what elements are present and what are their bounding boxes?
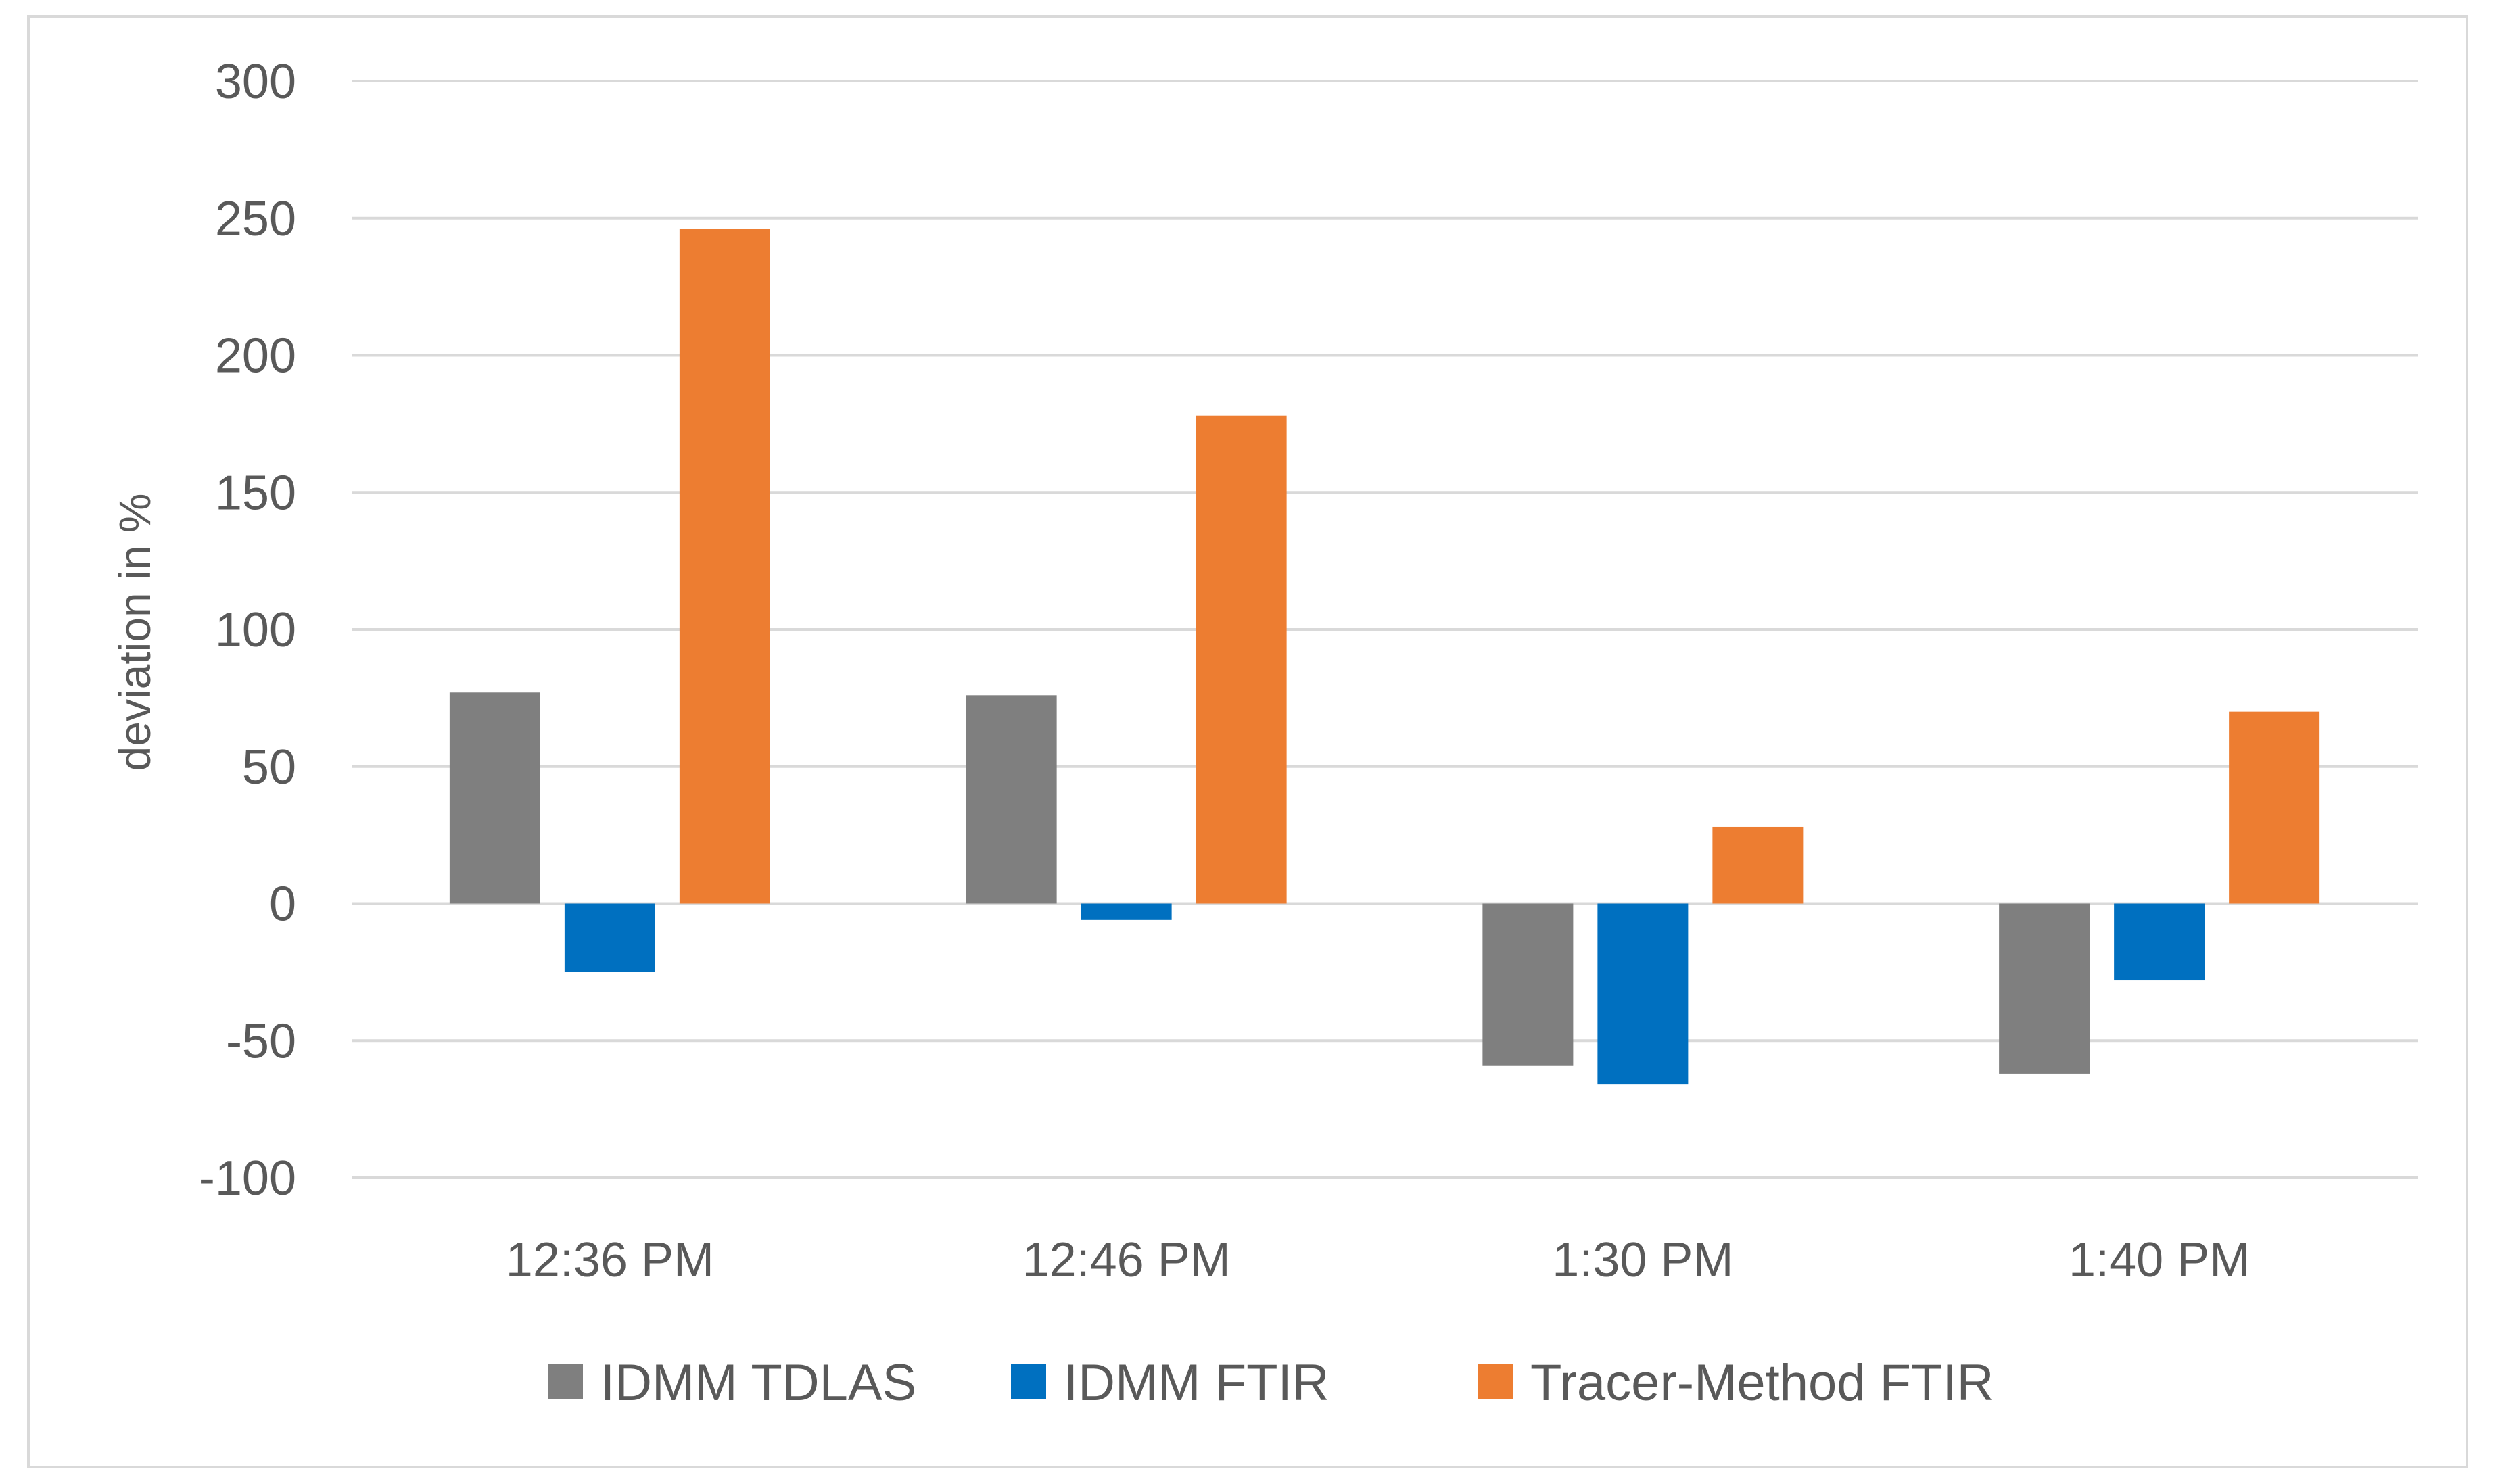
legend-swatch [1011,1364,1046,1399]
legend-label: Tracer-Method FTIR [1530,1354,1994,1412]
y-tick-label: 150 [215,466,296,520]
y-tick-label: 300 [215,55,296,109]
gridlines [352,80,2418,1179]
y-axis-ticks: 300 250 200 150 100 50 0 -50 -100 [199,55,296,1205]
legend-label: IDMM FTIR [1064,1354,1329,1412]
y-axis-title: deviation in % [110,494,160,771]
bar [564,903,655,972]
y-tick-label: 250 [215,192,296,246]
y-tick-label: 100 [215,603,296,657]
bars [449,229,2320,1085]
x-axis-ticks: 12:36 PM 12:46 PM 1:30 PM 1:40 PM [506,1233,2250,1287]
bar [1597,903,1689,1085]
bar [1999,903,2090,1074]
bar [449,692,540,904]
bar [2114,903,2205,981]
bar [1196,415,1287,904]
x-tick-label: 12:46 PM [1022,1233,1231,1287]
legend-swatch [548,1364,583,1399]
bar [966,695,1057,904]
x-tick-label: 12:36 PM [506,1233,714,1287]
y-tick-label: 0 [269,878,296,932]
legend-label: IDMM TDLAS [600,1354,916,1412]
y-tick-label: 50 [242,740,296,794]
x-tick-label: 1:40 PM [2069,1233,2250,1287]
bar [1482,903,1574,1066]
bar [1712,826,1804,904]
y-tick-label: -100 [199,1151,296,1205]
x-tick-label: 1:30 PM [1552,1233,1733,1287]
bar [1081,903,1172,920]
legend-swatch [1478,1364,1513,1399]
bar [2229,711,2320,904]
y-tick-label: -50 [226,1014,296,1068]
y-tick-label: 200 [215,329,296,383]
bar [679,229,770,904]
legend: IDMM TDLAS IDMM FTIR Tracer-Method FTIR [548,1354,1994,1412]
